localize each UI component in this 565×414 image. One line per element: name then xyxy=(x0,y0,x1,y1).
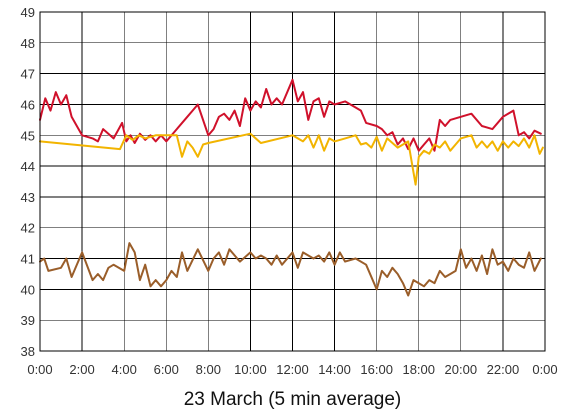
x-tick-label: 14:00 xyxy=(318,362,351,377)
x-tick-label: 4:00 xyxy=(112,362,137,377)
x-tick-label: 12:00 xyxy=(276,362,309,377)
x-tick-label: 16:00 xyxy=(360,362,393,377)
y-tick-label: 40 xyxy=(21,282,35,297)
x-tick-label: 10:00 xyxy=(234,362,267,377)
y-tick-label: 43 xyxy=(21,190,35,205)
x-tick-label: 0:00 xyxy=(532,362,557,377)
y-tick-label: 46 xyxy=(21,97,35,112)
y-tick-label: 49 xyxy=(21,5,35,20)
series-line-1 xyxy=(39,78,542,152)
y-tick-label: 39 xyxy=(21,313,35,328)
y-tick-label: 48 xyxy=(21,36,35,51)
x-tick-label: 2:00 xyxy=(69,362,94,377)
y-tick-label: 45 xyxy=(21,128,35,143)
y-axis-tick-labels: 38 39 40 41 42 43 44 45 46 47 48 49 xyxy=(21,5,35,359)
x-axis-label: 23 March (5 min average) xyxy=(184,389,402,410)
x-tick-label: 0:00 xyxy=(27,362,52,377)
chart-series-group xyxy=(39,78,544,297)
x-tick-label: 20:00 xyxy=(445,362,478,377)
series-line-2 xyxy=(39,132,544,186)
y-tick-label: 42 xyxy=(21,221,35,236)
x-tick-label: 6:00 xyxy=(154,362,179,377)
x-tick-label: 22:00 xyxy=(487,362,520,377)
plot-frame xyxy=(39,11,546,352)
x-tick-label: 8:00 xyxy=(196,362,221,377)
chart-grid xyxy=(39,11,546,352)
y-tick-label: 44 xyxy=(21,159,35,174)
y-tick-label: 41 xyxy=(21,252,35,267)
y-tick-label: 47 xyxy=(21,67,35,82)
x-axis-tick-labels: 0:00 2:00 4:00 6:00 8:00 10:00 12:00 14:00 16:00… xyxy=(27,362,557,377)
x-tick-label: 18:00 xyxy=(402,362,435,377)
y-tick-label: 38 xyxy=(21,344,35,359)
series-line-3 xyxy=(39,242,542,297)
